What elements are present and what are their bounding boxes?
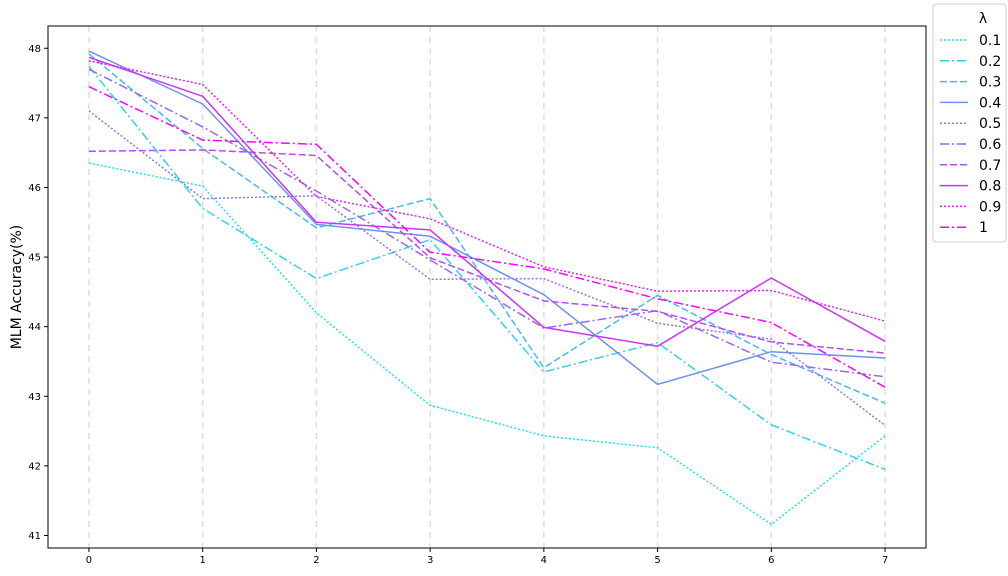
legend-label: 0.8	[979, 179, 1001, 195]
legend-label: 0.9	[979, 199, 1001, 215]
y-axis-title: MLM Accuracy(%)	[9, 225, 25, 350]
series-line-0-1	[88, 162, 886, 526]
x-axis: 0 1 2 3 4 5 6 7	[86, 548, 888, 566]
x-tick-label: 1	[199, 555, 205, 566]
legend-label: 0.1	[979, 33, 1001, 49]
x-gridlines	[88, 26, 886, 548]
legend-label: 0.5	[979, 116, 1001, 132]
plot-frame	[47, 25, 927, 549]
legend-label: 0.4	[979, 95, 1001, 111]
series-line-0-3	[88, 53, 886, 404]
x-tick-label: 4	[541, 555, 547, 566]
series-line-0-2	[88, 65, 886, 471]
series-lines	[88, 50, 886, 526]
series-line-0-4	[88, 50, 886, 386]
y-tick-label: 46	[28, 183, 41, 194]
series-line-0-7	[88, 149, 886, 354]
y-tick-label: 43	[28, 392, 41, 403]
legend-label: 0.7	[979, 158, 1001, 174]
legend: λ 0.1 0.2 0.3 0.4 0.5 0.6 0.7 0.8 0.9 1	[932, 3, 1007, 243]
legend-frame	[932, 3, 1007, 243]
series-line-0-9	[88, 60, 886, 322]
y-tick-label: 47	[28, 113, 41, 124]
x-tick-label: 3	[427, 555, 433, 566]
y-tick-label: 48	[28, 44, 41, 55]
y-axis: 41 42 43 44 45 46 47 48	[28, 44, 48, 542]
x-tick-label: 0	[86, 555, 92, 566]
y-tick-label: 44	[28, 322, 41, 333]
y-tick-label: 45	[28, 253, 41, 264]
y-tick-label: 41	[28, 531, 41, 542]
legend-title: λ	[979, 11, 987, 27]
legend-items: 0.1 0.2 0.3 0.4 0.5 0.6 0.7 0.8 0.9 1	[940, 33, 1001, 236]
series-line-0-6	[88, 68, 886, 378]
series-line-1	[88, 85, 886, 388]
series-line-0-5	[88, 110, 886, 427]
series-line-0-8	[88, 56, 886, 347]
y-tick-label: 42	[28, 461, 41, 472]
x-tick-label: 2	[313, 555, 319, 566]
legend-label: 1	[979, 220, 988, 236]
x-tick-label: 6	[768, 555, 774, 566]
x-tick-label: 7	[882, 555, 888, 566]
legend-label: 0.6	[979, 137, 1001, 153]
legend-label: 0.2	[979, 54, 1001, 70]
legend-label: 0.3	[979, 75, 1001, 91]
x-tick-label: 5	[654, 555, 660, 566]
